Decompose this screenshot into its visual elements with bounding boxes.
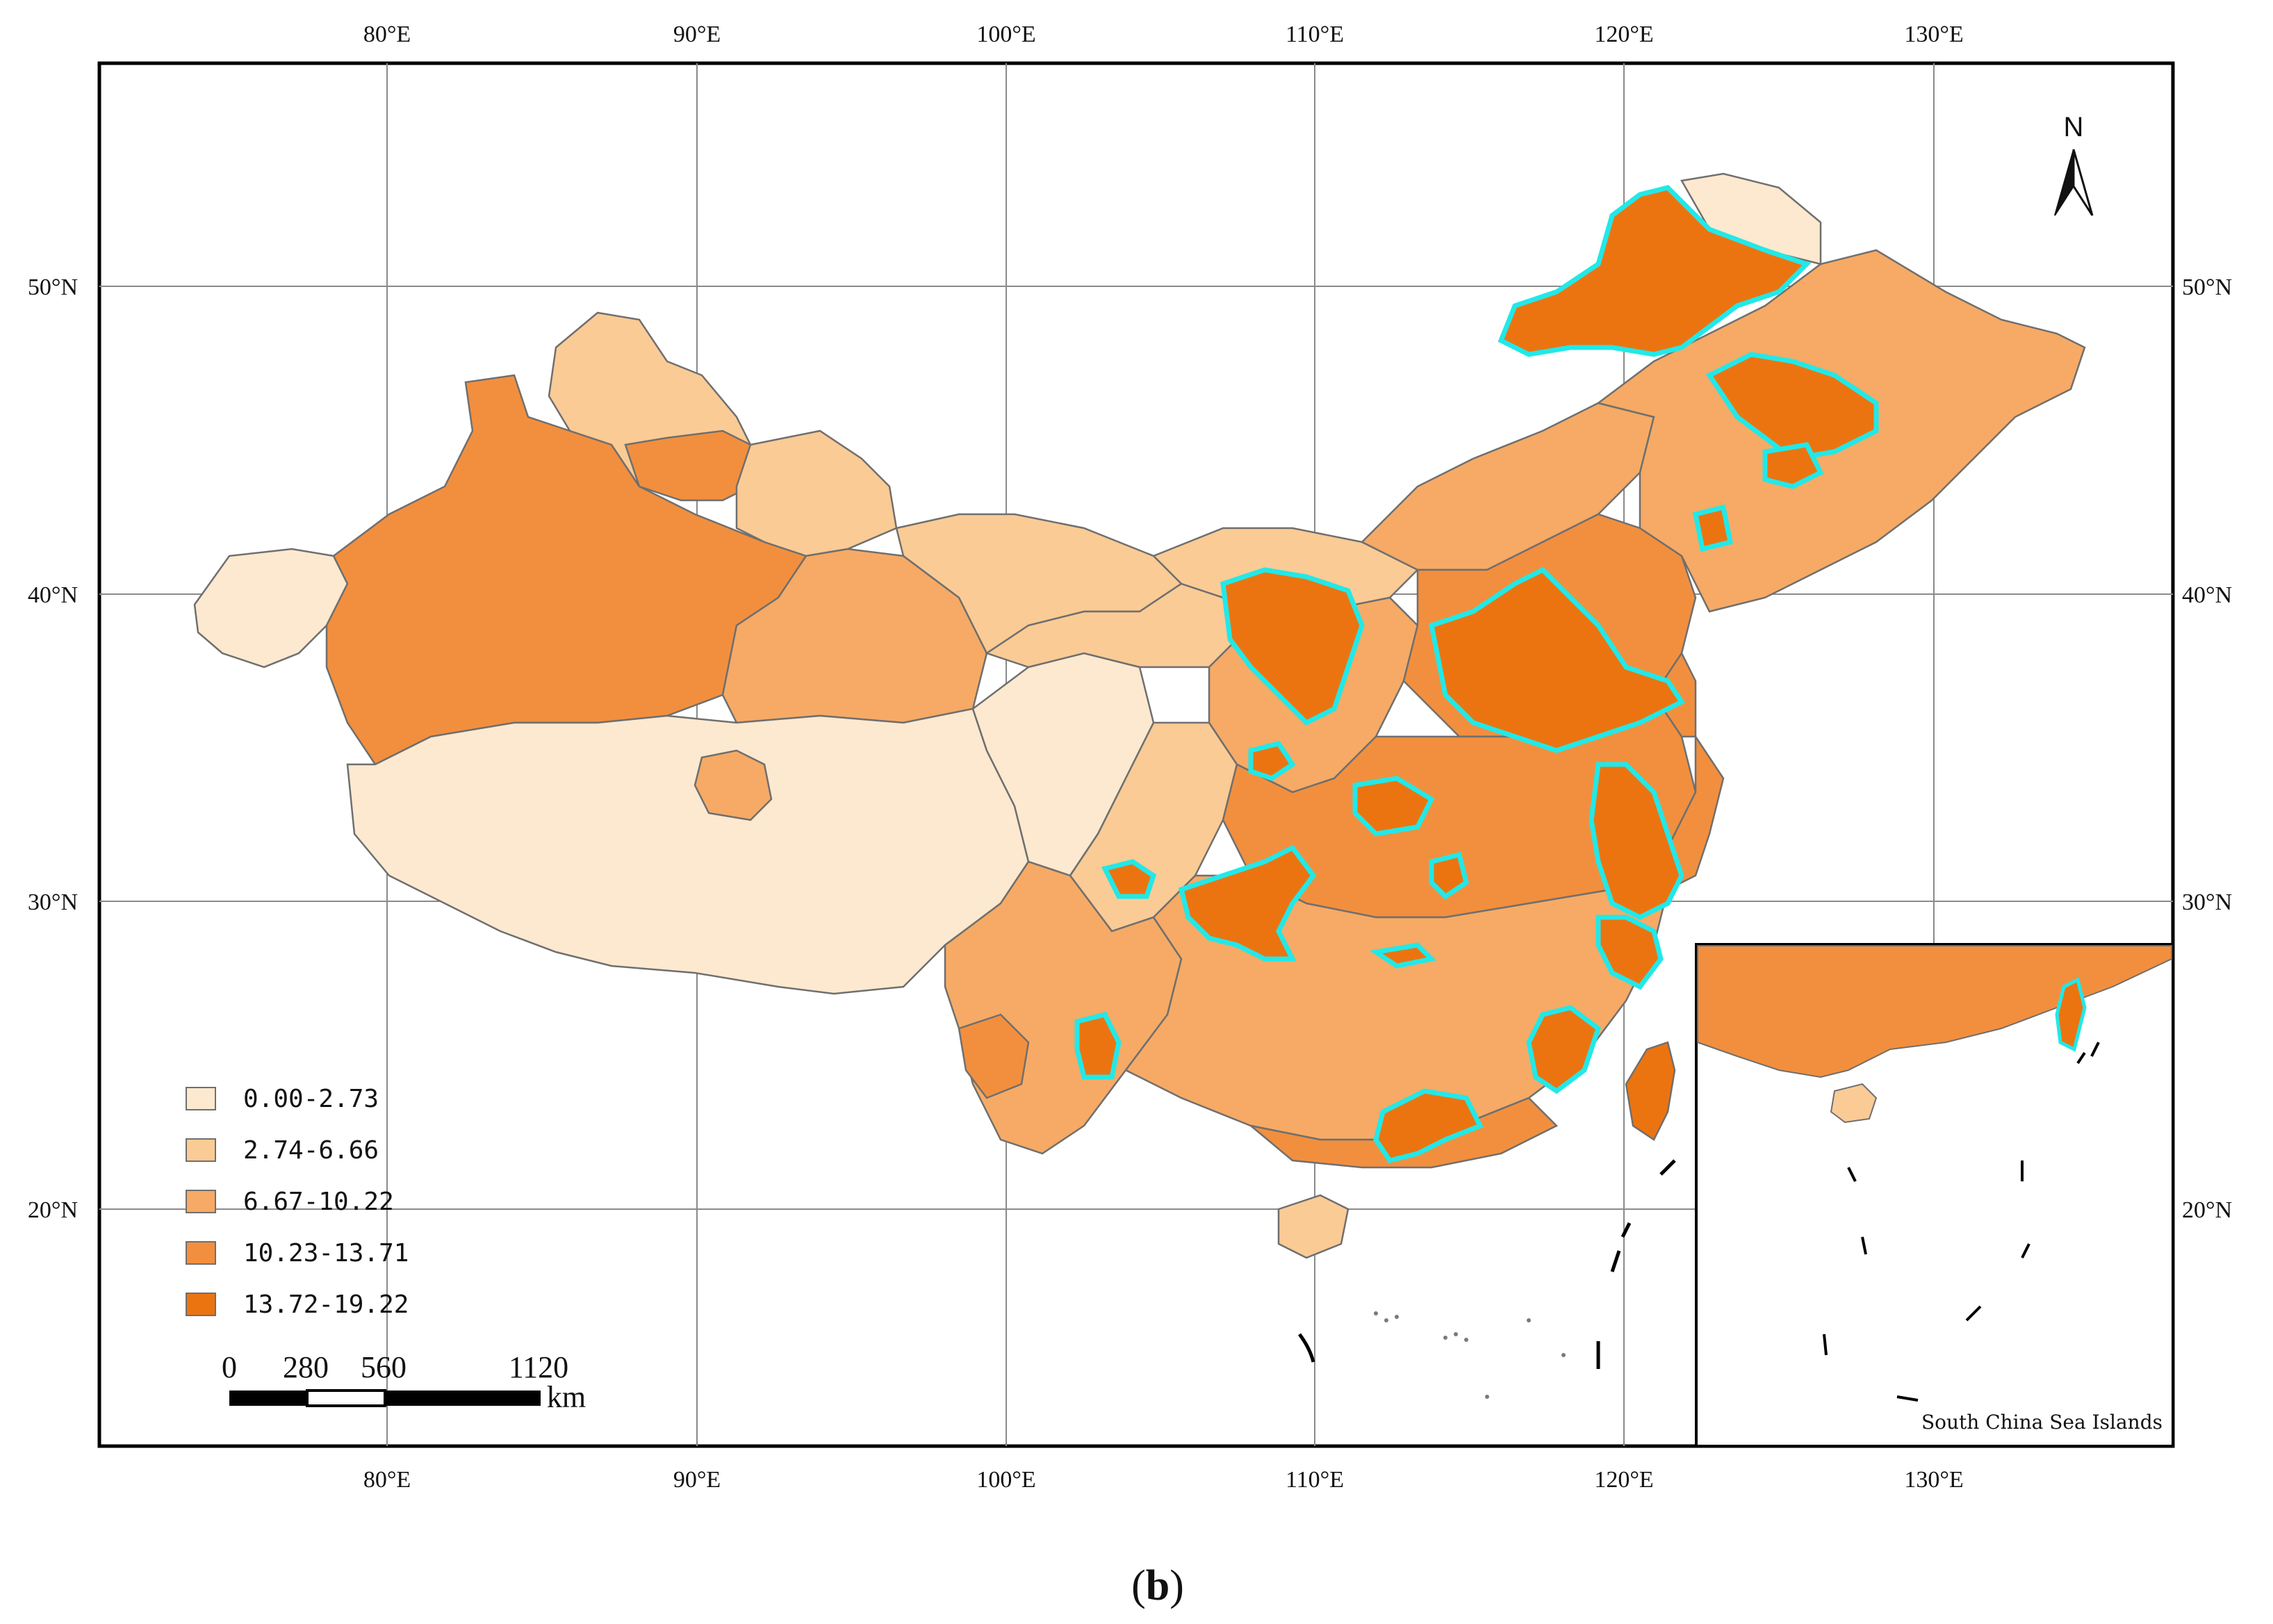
legend-swatch: [186, 1138, 216, 1162]
right-latitude-label: 50°N: [2182, 274, 2232, 300]
highlight-shaanxi: [1248, 741, 1296, 781]
highlight-chengdu: [1101, 859, 1157, 899]
highlight-heilongjiang: [1705, 352, 1879, 461]
top-longitude-label: 110°E: [1286, 22, 1344, 47]
top-longitude-label: 80°E: [363, 22, 411, 47]
region-layer: [193, 172, 2086, 1259]
north-arrow-label: N: [2064, 112, 2084, 142]
scale-tick-0: 0: [222, 1350, 237, 1384]
legend-label: 0.00-2.73: [243, 1085, 379, 1113]
highlight-jilin: [1762, 442, 1824, 489]
legend-label: 10.23-13.71: [243, 1239, 409, 1268]
scale-tick-1120: 1120: [509, 1350, 568, 1384]
inset-hainan: [1830, 1083, 1878, 1124]
scale-tick-560: 560: [361, 1350, 407, 1384]
top-longitude-label: 130°E: [1904, 22, 1963, 47]
legend-swatch: [186, 1293, 216, 1316]
legend-label: 2.74-6.66: [243, 1136, 379, 1165]
highlight-henan: [1352, 776, 1435, 837]
left-latitude-label: 50°N: [28, 274, 78, 300]
bottom-longitude-label: 120°E: [1594, 1467, 1653, 1493]
legend-label: 6.67-10.22: [243, 1188, 394, 1216]
south-china-sea-dashes: [1297, 1159, 1676, 1369]
highlight-hunan: [1369, 942, 1437, 969]
inset-taiwan: [2055, 977, 2087, 1052]
legend-label: 13.72-19.22: [243, 1290, 409, 1319]
graticule-labels: 80°E 80°E 90°E 90°E 100°E 100°E 110°E 110°E 120°…: [28, 22, 2232, 1493]
top-longitude-label: 120°E: [1594, 22, 1653, 47]
inset-mainland-strip: [1697, 945, 2172, 1078]
bottom-longitude-label: 110°E: [1286, 1467, 1344, 1493]
top-longitude-label: 90°E: [673, 22, 721, 47]
bottom-longitude-label: 100°E: [976, 1467, 1035, 1493]
highlight-shanxi: [1220, 567, 1365, 726]
region-hainan: [1277, 1194, 1349, 1259]
legend-swatch: [186, 1087, 216, 1110]
bottom-longitude-label: 130°E: [1904, 1467, 1963, 1493]
scale-tick-280: 280: [283, 1350, 329, 1384]
left-latitude-label: 30°N: [28, 889, 78, 915]
inset-map: [1695, 943, 2174, 1447]
highlight-hebei-shandong: [1428, 566, 1686, 753]
highlight-sichuan-basin: [1178, 844, 1317, 962]
highlight-fujian: [1526, 1005, 1602, 1094]
right-latitude-label: 30°N: [2182, 889, 2232, 915]
scale-unit: km: [547, 1380, 586, 1414]
highlighted-regions: [1074, 185, 1879, 1163]
inset-dashes: [1823, 1042, 2100, 1402]
highlight-zhejiang: [1595, 914, 1664, 990]
top-longitude-label: 100°E: [976, 22, 1035, 47]
right-latitude-label: 40°N: [2182, 582, 2232, 608]
region-south-coast: [1250, 1097, 1559, 1169]
highlight-inner-mongolia-east: [1497, 185, 1812, 357]
left-latitude-label: 40°N: [28, 582, 78, 608]
legend: 0.00-2.73 2.74-6.66 6.67-10.22 10.23-13.71 1…: [186, 1085, 409, 1319]
bottom-longitude-label: 90°E: [673, 1467, 721, 1493]
inset-label: South China Sea Islands: [1921, 1411, 2163, 1434]
region-taiwan: [1625, 1041, 1676, 1141]
region-yunnan-south: [958, 1013, 1030, 1099]
bottom-longitude-label: 80°E: [363, 1467, 411, 1493]
highlight-guangdong: [1373, 1088, 1484, 1163]
figure-caption: (b): [1131, 1562, 1184, 1609]
region-tibet-island: [694, 749, 773, 821]
legend-swatch: [186, 1190, 216, 1213]
left-latitude-label: 20°N: [28, 1197, 78, 1223]
south-china-sea-islands: [1374, 1311, 1566, 1399]
highlight-liaoning: [1692, 504, 1734, 552]
highlight-hubei: [1429, 851, 1469, 900]
right-latitude-label: 20°N: [2182, 1197, 2232, 1223]
scale-bar: 0 280 560 1120 km: [222, 1350, 586, 1414]
highlight-jiangsu-anhui: [1589, 762, 1684, 920]
legend-swatch: [186, 1241, 216, 1265]
highlight-guizhou: [1074, 1011, 1122, 1080]
north-arrow: N: [2054, 112, 2094, 216]
